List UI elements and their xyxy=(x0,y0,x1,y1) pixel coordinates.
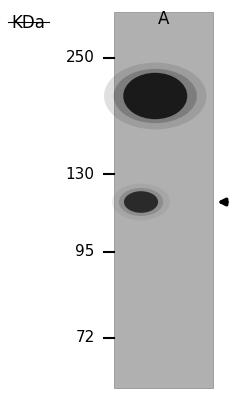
Text: A: A xyxy=(158,10,169,28)
Ellipse shape xyxy=(114,69,197,123)
Bar xyxy=(114,12,213,388)
Ellipse shape xyxy=(104,62,206,130)
Ellipse shape xyxy=(124,191,158,213)
Ellipse shape xyxy=(112,184,170,220)
Text: 95: 95 xyxy=(75,244,95,260)
Text: 130: 130 xyxy=(66,166,95,182)
Ellipse shape xyxy=(119,188,163,216)
Text: 72: 72 xyxy=(76,330,95,346)
Text: 250: 250 xyxy=(66,50,95,66)
Text: KDa: KDa xyxy=(12,14,45,32)
Ellipse shape xyxy=(123,73,187,119)
